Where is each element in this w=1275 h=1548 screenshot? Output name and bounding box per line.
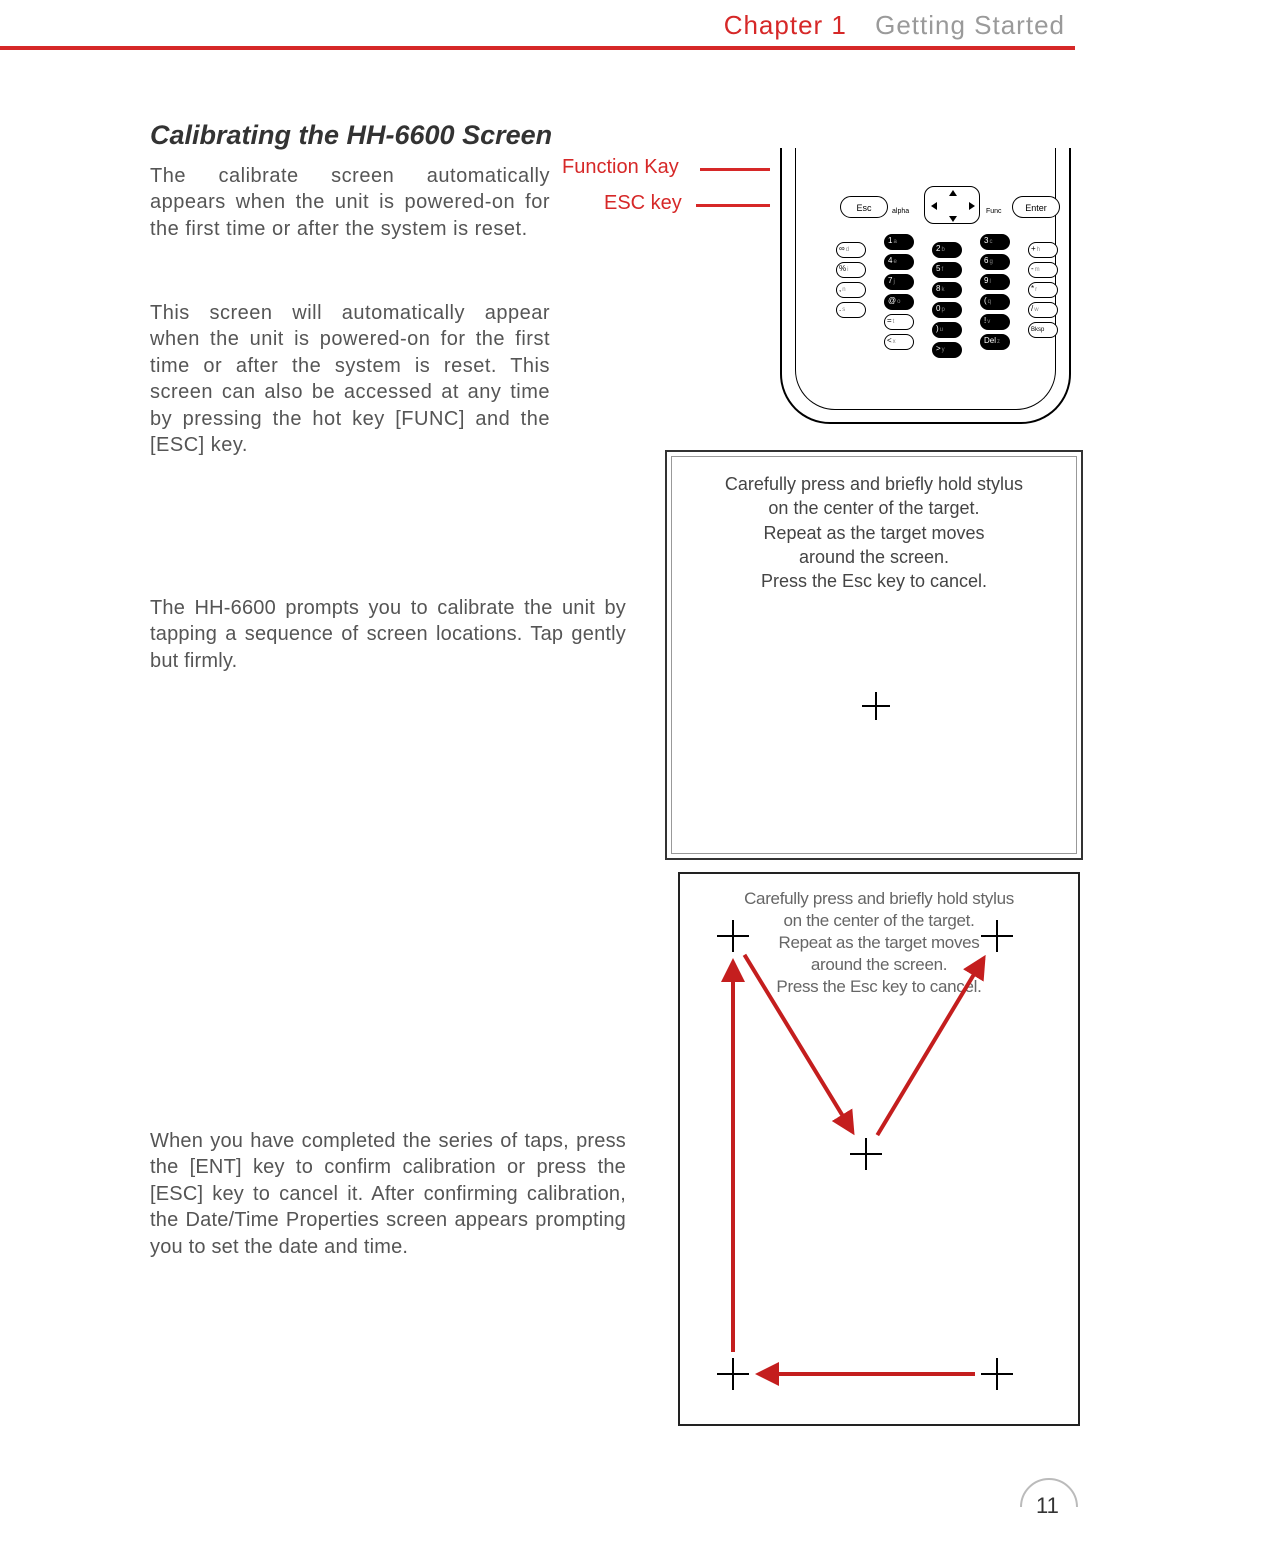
calibration-target-icon (850, 1138, 882, 1170)
device-key: %i (836, 262, 866, 278)
paragraph-2: This screen will automatically appear wh… (150, 300, 550, 458)
device-key: -m (1028, 262, 1058, 278)
device-key: 8k (932, 282, 962, 298)
device-key: !v (980, 314, 1010, 330)
screenshot1-text: Carefully press and briefly hold stylus … (667, 472, 1081, 593)
device-key: 5f (932, 262, 962, 278)
device-key: @o (884, 294, 914, 310)
calibration-target-icon (717, 1358, 749, 1390)
device-key: 7j (884, 274, 914, 290)
callout-esc-key: ESC key (604, 192, 682, 215)
calibration-target-icon (981, 920, 1013, 952)
screenshot1-line: around the screen. (667, 545, 1081, 569)
chapter-title: Getting Started (875, 10, 1065, 40)
paragraph-3: The HH-6600 prompts you to calibrate the… (150, 595, 626, 674)
device-dpad (924, 186, 980, 224)
device-alpha-label: alpha (892, 208, 909, 215)
callout-function-key: Function Kay (562, 156, 679, 179)
device-key: ,n (836, 282, 866, 298)
page-header: Chapter 1 Getting Started (0, 10, 1065, 41)
chapter-label: Chapter 1 (724, 10, 847, 40)
device-key: *r (1028, 282, 1058, 298)
device-key: >y (932, 342, 962, 358)
screenshot1-line: Repeat as the target moves (667, 521, 1081, 545)
device-illustration: Esc alpha Func Enter ∞d 1a 2b 3c +h %i 4e 5f 6g -… (770, 148, 1081, 428)
paragraph-1: The calibrate screen automatically appea… (150, 163, 550, 242)
page-number: 11 (1036, 1493, 1059, 1519)
calibration-target-icon (862, 692, 890, 720)
device-esc-button: Esc (840, 196, 888, 218)
device-key: 1a (884, 234, 914, 250)
calibration-screenshot-2: Carefully press and briefly hold stylus … (678, 872, 1080, 1426)
device-key: ∞d (836, 242, 866, 258)
device-key: Bksp (1028, 322, 1058, 338)
calibration-target-icon (717, 920, 749, 952)
device-key: +h (1028, 242, 1058, 258)
paragraph-4: When you have completed the series of ta… (150, 1128, 626, 1260)
device-key: 2b (932, 242, 962, 258)
calibration-screenshot-1: Carefully press and briefly hold stylus … (665, 450, 1083, 860)
device-key: /w (1028, 302, 1058, 318)
device-enter-button: Enter (1012, 196, 1060, 218)
device-func-label: Func (986, 208, 1002, 215)
screenshot1-line: Carefully press and briefly hold stylus (667, 472, 1081, 496)
screenshot1-line: Press the Esc key to cancel. (667, 569, 1081, 593)
device-key: 0p (932, 302, 962, 318)
device-key: .s (836, 302, 866, 318)
device-key: 4e (884, 254, 914, 270)
device-key: )u (932, 322, 962, 338)
device-key: Delz (980, 334, 1010, 350)
screenshot1-line: on the center of the target. (667, 496, 1081, 520)
device-inner: Esc alpha Func Enter ∞d1a2b3c+h%i4e5f6g-… (795, 148, 1056, 410)
device-key: 6g (980, 254, 1010, 270)
device-key: 9l (980, 274, 1010, 290)
device-key: =t (884, 314, 914, 330)
device-key: <x (884, 334, 914, 350)
device-keypad: ∞d1a2b3c+h%i4e5f6g-m,n7j8k9l*r.s@o0p(q/w… (836, 234, 1015, 379)
device-key: (q (980, 294, 1010, 310)
header-divider (0, 46, 1075, 50)
page-title: Calibrating the HH-6600 Screen (150, 120, 552, 151)
calibration-target-icon (981, 1358, 1013, 1390)
device-key: 3c (980, 234, 1010, 250)
